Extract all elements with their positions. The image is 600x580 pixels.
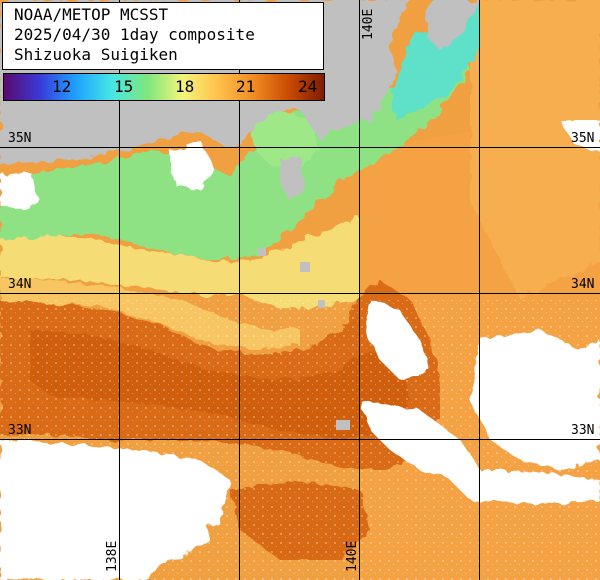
lat-label-33n-left: 33N bbox=[8, 423, 32, 438]
land-izu-islands bbox=[258, 248, 350, 430]
lon-label-140e-top: 140E bbox=[361, 8, 376, 40]
colorbar-tick-24: 24 bbox=[298, 77, 318, 96]
colorbar-tick-21: 21 bbox=[236, 77, 256, 96]
transition-yellow-band bbox=[0, 215, 360, 310]
colorbar-tick-15: 15 bbox=[114, 77, 134, 96]
lon-label-140e-bottom: 140E bbox=[345, 540, 360, 572]
title-line-satellite: NOAA/METOP MCSST bbox=[14, 5, 169, 24]
lat-label-34n-left: 34N bbox=[8, 277, 32, 292]
title-line-agency: Shizuoka Suigiken bbox=[14, 45, 178, 64]
bay-green-water bbox=[250, 110, 320, 170]
map-title-box: NOAA/METOP MCSST 2025/04/30 1day composi… bbox=[2, 2, 324, 70]
lon-label-138e-bottom: 138E bbox=[105, 540, 120, 572]
colorbar-tick-18: 18 bbox=[175, 77, 195, 96]
coastal-green-water bbox=[0, 30, 470, 260]
title-line-date: 2025/04/30 1day composite bbox=[14, 25, 255, 44]
colorbar-gradient-fill bbox=[4, 74, 324, 100]
land-boso bbox=[425, 0, 480, 50]
lat-label-35n-left: 35N bbox=[8, 131, 32, 146]
ocean-east-lighter bbox=[470, 0, 600, 300]
lat-label-33n-right: 33N bbox=[571, 423, 595, 438]
colorbar-gradient bbox=[4, 74, 324, 100]
land-izu-peninsula bbox=[280, 155, 305, 200]
temperature-colorbar: 12 15 18 21 24 bbox=[3, 73, 325, 101]
lat-label-35n-right: 35N bbox=[571, 131, 595, 146]
lat-label-34n-right: 34N bbox=[571, 277, 595, 292]
colorbar-tick-12: 12 bbox=[52, 77, 72, 96]
